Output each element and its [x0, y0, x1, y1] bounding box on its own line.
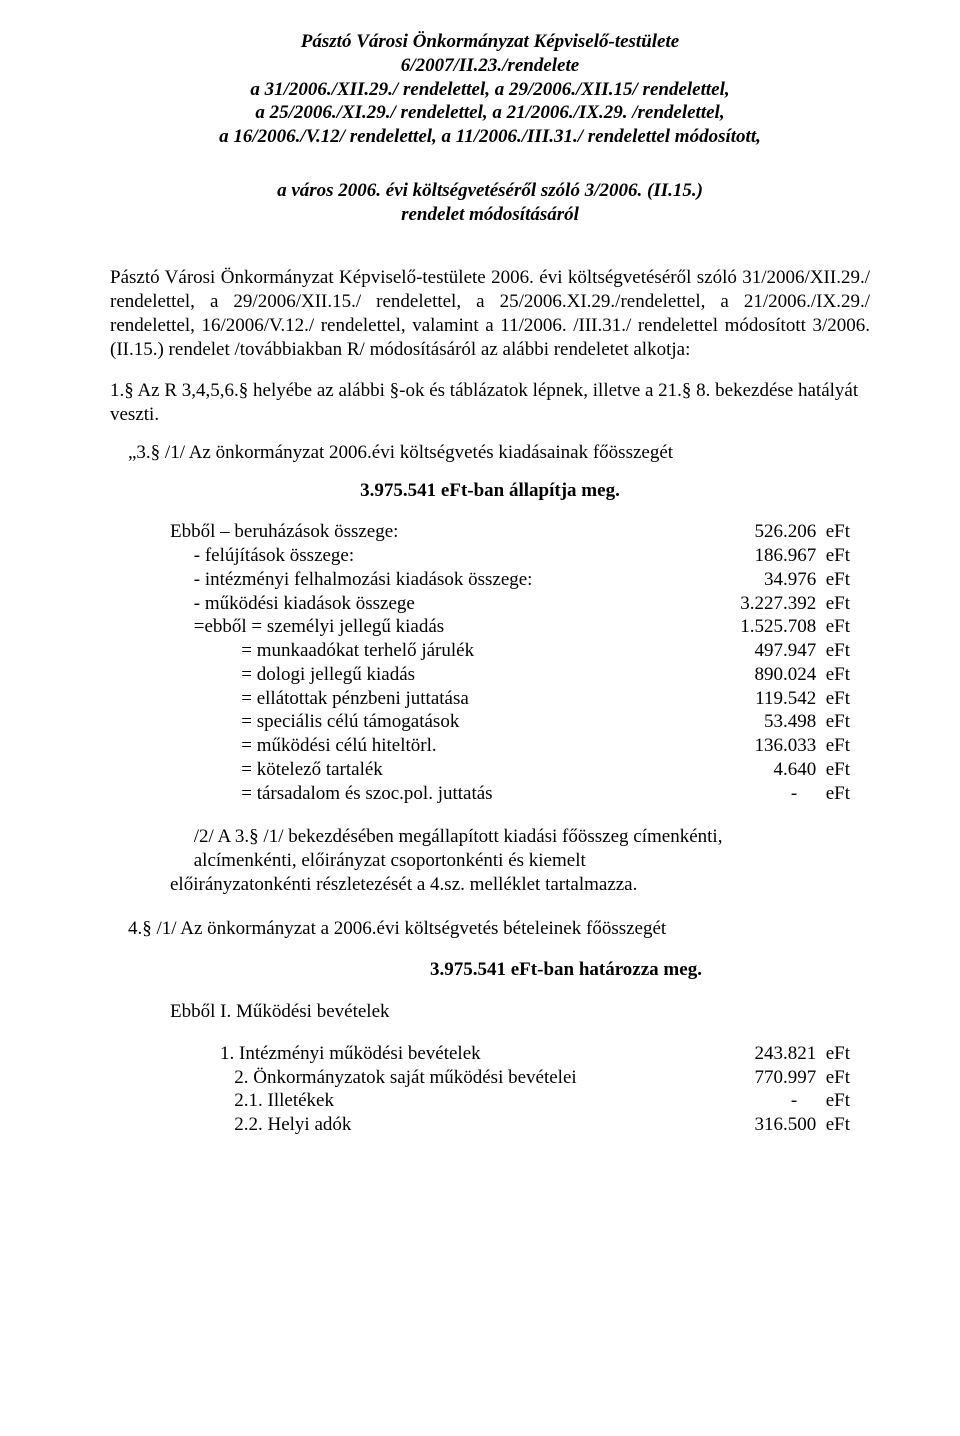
- row-value: 243.821 eFt: [690, 1042, 850, 1066]
- table-row: 2.2. Helyi adók 316.500 eFt: [220, 1113, 850, 1137]
- row-value: 890.024 eFt: [700, 663, 850, 687]
- table-row: = ellátottak pénzbeni juttatása 119.542 e…: [170, 687, 850, 711]
- table-row: - intézményi felhalmozási kiadások össze…: [170, 568, 850, 592]
- table-row: = speciális célú támogatások 53.498 eFt: [170, 710, 850, 734]
- section-3-2: /2/ A 3.§ /1/ bekezdésében megállapított…: [170, 825, 850, 896]
- table-row: =ebből = személyi jellegű kiadás 1.525.70…: [170, 615, 850, 639]
- title-line-5: a 16/2006./V.12/ rendelettel, a 11/2006.…: [110, 125, 870, 149]
- row-label: =ebből = személyi jellegű kiadás: [170, 615, 444, 639]
- row-label: 1. Intézményi működési bevételek: [220, 1042, 481, 1066]
- title-line-4: a 25/2006./XI.29./ rendelettel, a 21/200…: [110, 101, 870, 125]
- row-label: 2.1. Illetékek: [220, 1089, 334, 1113]
- intro-paragraph: Pásztó Városi Önkormányzat Képviselő-tes…: [110, 266, 870, 361]
- row-label: = munkaadókat terhelő járulék: [170, 639, 474, 663]
- title-line-2: 6/2007/II.23./rendelete: [110, 54, 870, 78]
- row-label: - felújítások összege:: [170, 544, 354, 568]
- row-label: = ellátottak pénzbeni juttatása: [170, 687, 469, 711]
- row-value: 526.206 eFt: [700, 520, 850, 544]
- income-heading: Ebből I. Működési bevételek: [170, 1000, 870, 1024]
- row-value: 497.947 eFt: [700, 639, 850, 663]
- sec-3-2-line-b: alcímenkénti, előirányzat csoportonkénti…: [170, 849, 850, 873]
- row-value: 53.498 eFt: [700, 710, 850, 734]
- row-label: - működési kiadások összege: [170, 592, 415, 616]
- section-4-heading: 4.§ /1/ Az önkormányzat a 2006.évi költs…: [128, 917, 870, 941]
- expense-table: Ebből – beruházások összege:526.206 eFt …: [170, 520, 850, 805]
- sec-3-2-line-c: előirányzatonkénti részletezését a 4.sz.…: [170, 873, 850, 897]
- document-page: Pásztó Városi Önkormányzat Képviselő-tes…: [0, 0, 960, 1177]
- total-expense-amount: 3.975.541 eFt-ban állapítja meg.: [110, 479, 870, 503]
- table-row: = társadalom és szoc.pol. juttatás - eFt: [170, 782, 850, 806]
- subtitle-line-2: rendelet módosításáról: [110, 203, 870, 227]
- row-value: 186.967 eFt: [700, 544, 850, 568]
- table-row: = munkaadókat terhelő járulék 497.947 eFt: [170, 639, 850, 663]
- table-row: 2.1. Illetékek - eFt: [220, 1089, 850, 1113]
- table-row: - működési kiadások összege 3.227.392 eFt: [170, 592, 850, 616]
- section-3-heading: „3.§ /1/ Az önkormányzat 2006.évi költsé…: [128, 441, 870, 465]
- row-label: Ebből – beruházások összege:: [170, 520, 398, 544]
- row-value: 770.997 eFt: [690, 1066, 850, 1090]
- table-row: 2. Önkormányzatok saját működési bevétel…: [220, 1066, 850, 1090]
- row-value: 136.033 eFt: [700, 734, 850, 758]
- row-label: 2. Önkormányzatok saját működési bevétel…: [220, 1066, 577, 1090]
- title-line-3: a 31/2006./XII.29./ rendelettel, a 29/20…: [110, 78, 870, 102]
- table-row: = dologi jellegű kiadás 890.024 eFt: [170, 663, 850, 687]
- row-value: 119.542 eFt: [700, 687, 850, 711]
- row-value: - eFt: [700, 782, 850, 806]
- row-label: = speciális célú támogatások: [170, 710, 459, 734]
- row-label: = kötelező tartalék: [170, 758, 383, 782]
- row-value: 3.227.392 eFt: [700, 592, 850, 616]
- section-1: 1.§ Az R 3,4,5,6.§ helyébe az alábbi §-o…: [110, 379, 870, 427]
- row-value: 1.525.708 eFt: [700, 615, 850, 639]
- amount-1: 3.975.541 eFt-ban állapítja meg.: [360, 480, 620, 501]
- subtitle-block: a város 2006. évi költségvetéséről szóló…: [110, 179, 870, 227]
- row-label: 2.2. Helyi adók: [220, 1113, 351, 1137]
- row-value: 34.976 eFt: [700, 568, 850, 592]
- row-label: = működési célú hiteltörl.: [170, 734, 437, 758]
- row-value: - eFt: [690, 1089, 850, 1113]
- title-line-1: Pásztó Városi Önkormányzat Képviselő-tes…: [110, 30, 870, 54]
- sec-3-2-line-a: /2/ A 3.§ /1/ bekezdésében megállapított…: [170, 825, 850, 849]
- table-row: 1. Intézményi működési bevételek 243.821 …: [220, 1042, 850, 1066]
- title-block: Pásztó Városi Önkormányzat Képviselő-tes…: [110, 30, 870, 149]
- row-label: = dologi jellegű kiadás: [170, 663, 415, 687]
- table-row: = működési célú hiteltörl. 136.033 eFt: [170, 734, 850, 758]
- row-value: 4.640 eFt: [700, 758, 850, 782]
- row-label: = társadalom és szoc.pol. juttatás: [170, 782, 493, 806]
- total-income-amount: 3.975.541 eFt-ban határozza meg.: [430, 958, 870, 982]
- table-row: = kötelező tartalék 4.640 eFt: [170, 758, 850, 782]
- amount-2: 3.975.541 eFt-ban határozza meg.: [430, 959, 702, 980]
- income-table: 1. Intézményi működési bevételek 243.821 …: [220, 1042, 850, 1137]
- table-row: Ebből – beruházások összege: 526.206 eFt: [170, 520, 850, 544]
- row-value: 316.500 eFt: [690, 1113, 850, 1137]
- table-row: - felújítások összege: 186.967 eFt: [170, 544, 850, 568]
- row-label: - intézményi felhalmozási kiadások össze…: [170, 568, 532, 592]
- subtitle-line-1: a város 2006. évi költségvetéséről szóló…: [110, 179, 870, 203]
